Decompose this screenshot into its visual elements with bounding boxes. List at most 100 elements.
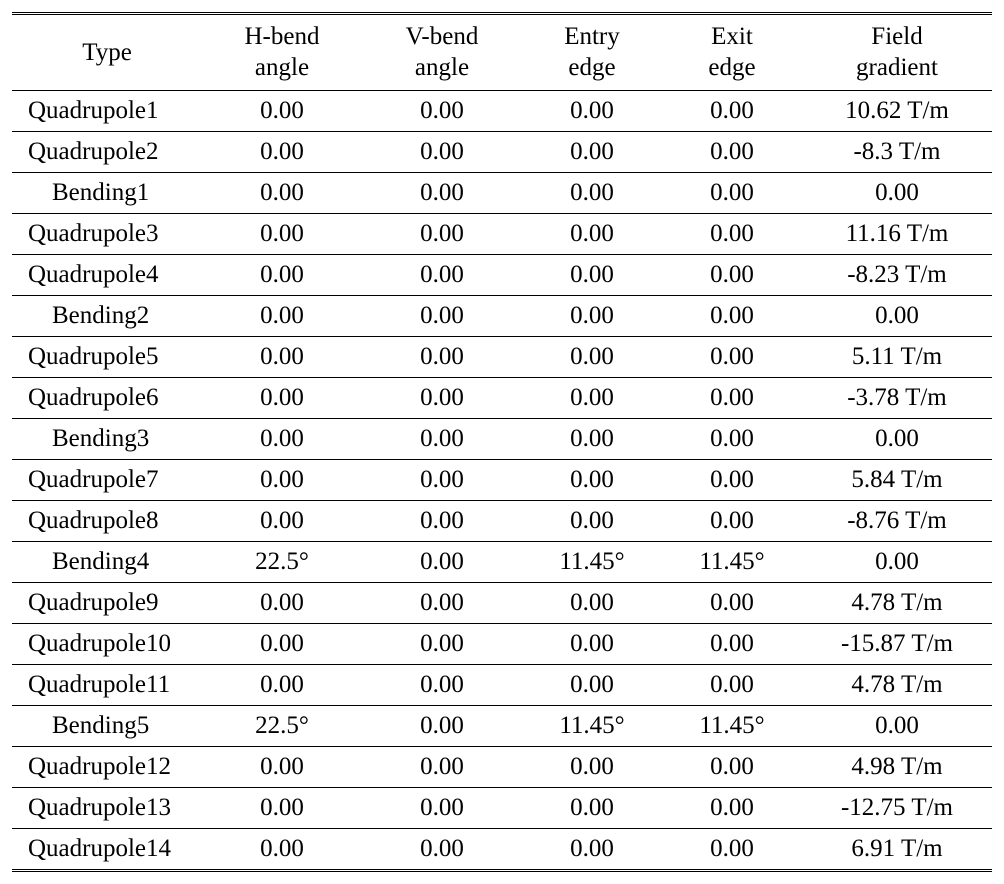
cell-exit: 0.00 xyxy=(662,172,802,213)
cell-hbend: 0.00 xyxy=(202,377,362,418)
cell-field: 0.00 xyxy=(802,705,992,746)
cell-type: Bending4 xyxy=(12,541,202,582)
cell-field: 4.98 T/m xyxy=(802,746,992,787)
cell-vbend: 0.00 xyxy=(362,90,522,131)
column-header-entry: Entryedge xyxy=(522,14,662,91)
cell-vbend: 0.00 xyxy=(362,705,522,746)
cell-hbend: 0.00 xyxy=(202,90,362,131)
cell-entry: 0.00 xyxy=(522,90,662,131)
cell-entry: 0.00 xyxy=(522,254,662,295)
cell-entry: 0.00 xyxy=(522,664,662,705)
cell-type: Quadrupole9 xyxy=(12,582,202,623)
cell-type: Bending1 xyxy=(12,172,202,213)
cell-exit: 0.00 xyxy=(662,459,802,500)
cell-entry: 0.00 xyxy=(522,213,662,254)
cell-vbend: 0.00 xyxy=(362,172,522,213)
cell-exit: 11.45° xyxy=(662,541,802,582)
cell-entry: 0.00 xyxy=(522,336,662,377)
cell-field: 4.78 T/m xyxy=(802,664,992,705)
cell-exit: 0.00 xyxy=(662,746,802,787)
table-row: Bending522.5°0.0011.45°11.45°0.00 xyxy=(12,705,992,746)
cell-type: Quadrupole1 xyxy=(12,90,202,131)
column-header-hbend: H-bendangle xyxy=(202,14,362,91)
cell-hbend: 0.00 xyxy=(202,213,362,254)
cell-field: -8.23 T/m xyxy=(802,254,992,295)
cell-type: Quadrupole12 xyxy=(12,746,202,787)
cell-type: Quadrupole6 xyxy=(12,377,202,418)
table-row: Bending422.5°0.0011.45°11.45°0.00 xyxy=(12,541,992,582)
cell-exit: 0.00 xyxy=(662,500,802,541)
table-body: Quadrupole10.000.000.000.0010.62 T/mQuad… xyxy=(12,90,992,870)
cell-type: Quadrupole2 xyxy=(12,131,202,172)
table-row: Quadrupole130.000.000.000.00-12.75 T/m xyxy=(12,787,992,828)
cell-entry: 0.00 xyxy=(522,623,662,664)
cell-vbend: 0.00 xyxy=(362,746,522,787)
cell-type: Quadrupole5 xyxy=(12,336,202,377)
cell-entry: 0.00 xyxy=(522,746,662,787)
cell-vbend: 0.00 xyxy=(362,664,522,705)
cell-type: Quadrupole8 xyxy=(12,500,202,541)
table-row: Quadrupole80.000.000.000.00-8.76 T/m xyxy=(12,500,992,541)
cell-hbend: 0.00 xyxy=(202,582,362,623)
table-row: Quadrupole100.000.000.000.00-15.87 T/m xyxy=(12,623,992,664)
table-row: Quadrupole60.000.000.000.00-3.78 T/m xyxy=(12,377,992,418)
cell-vbend: 0.00 xyxy=(362,787,522,828)
table-row: Quadrupole140.000.000.000.006.91 T/m xyxy=(12,828,992,870)
cell-vbend: 0.00 xyxy=(362,541,522,582)
cell-entry: 0.00 xyxy=(522,377,662,418)
cell-hbend: 0.00 xyxy=(202,336,362,377)
cell-hbend: 0.00 xyxy=(202,623,362,664)
cell-field: 10.62 T/m xyxy=(802,90,992,131)
cell-hbend: 0.00 xyxy=(202,746,362,787)
cell-exit: 0.00 xyxy=(662,418,802,459)
cell-hbend: 0.00 xyxy=(202,418,362,459)
cell-vbend: 0.00 xyxy=(362,213,522,254)
cell-type: Quadrupole7 xyxy=(12,459,202,500)
cell-field: 5.11 T/m xyxy=(802,336,992,377)
table-header-row: Type H-bendangle V-bendangle Entryedge E… xyxy=(12,14,992,91)
table-row: Quadrupole30.000.000.000.0011.16 T/m xyxy=(12,213,992,254)
cell-hbend: 0.00 xyxy=(202,828,362,870)
cell-exit: 0.00 xyxy=(662,377,802,418)
cell-vbend: 0.00 xyxy=(362,459,522,500)
table-row: Quadrupole10.000.000.000.0010.62 T/m xyxy=(12,90,992,131)
cell-hbend: 0.00 xyxy=(202,295,362,336)
cell-exit: 0.00 xyxy=(662,623,802,664)
cell-entry: 0.00 xyxy=(522,582,662,623)
cell-vbend: 0.00 xyxy=(362,254,522,295)
cell-field: 0.00 xyxy=(802,295,992,336)
cell-entry: 0.00 xyxy=(522,172,662,213)
table-row: Bending20.000.000.000.000.00 xyxy=(12,295,992,336)
column-header-vbend: V-bendangle xyxy=(362,14,522,91)
cell-hbend: 0.00 xyxy=(202,254,362,295)
column-header-field: Fieldgradient xyxy=(802,14,992,91)
column-header-type: Type xyxy=(12,14,202,91)
cell-vbend: 0.00 xyxy=(362,336,522,377)
cell-type: Bending2 xyxy=(12,295,202,336)
magnet-parameters-table: Type H-bendangle V-bendangle Entryedge E… xyxy=(12,12,992,872)
cell-type: Quadrupole4 xyxy=(12,254,202,295)
cell-exit: 0.00 xyxy=(662,131,802,172)
cell-hbend: 0.00 xyxy=(202,500,362,541)
cell-type: Bending5 xyxy=(12,705,202,746)
table-row: Quadrupole70.000.000.000.005.84 T/m xyxy=(12,459,992,500)
cell-vbend: 0.00 xyxy=(362,377,522,418)
cell-type: Quadrupole3 xyxy=(12,213,202,254)
cell-field: 0.00 xyxy=(802,418,992,459)
cell-field: -8.3 T/m xyxy=(802,131,992,172)
cell-exit: 0.00 xyxy=(662,213,802,254)
cell-field: -3.78 T/m xyxy=(802,377,992,418)
cell-type: Quadrupole11 xyxy=(12,664,202,705)
cell-vbend: 0.00 xyxy=(362,500,522,541)
cell-field: -8.76 T/m xyxy=(802,500,992,541)
cell-field: 0.00 xyxy=(802,172,992,213)
cell-exit: 0.00 xyxy=(662,787,802,828)
table-row: Quadrupole120.000.000.000.004.98 T/m xyxy=(12,746,992,787)
cell-entry: 0.00 xyxy=(522,787,662,828)
cell-entry: 0.00 xyxy=(522,828,662,870)
cell-field: 6.91 T/m xyxy=(802,828,992,870)
cell-entry: 0.00 xyxy=(522,459,662,500)
cell-exit: 0.00 xyxy=(662,295,802,336)
cell-type: Quadrupole10 xyxy=(12,623,202,664)
cell-field: 11.16 T/m xyxy=(802,213,992,254)
